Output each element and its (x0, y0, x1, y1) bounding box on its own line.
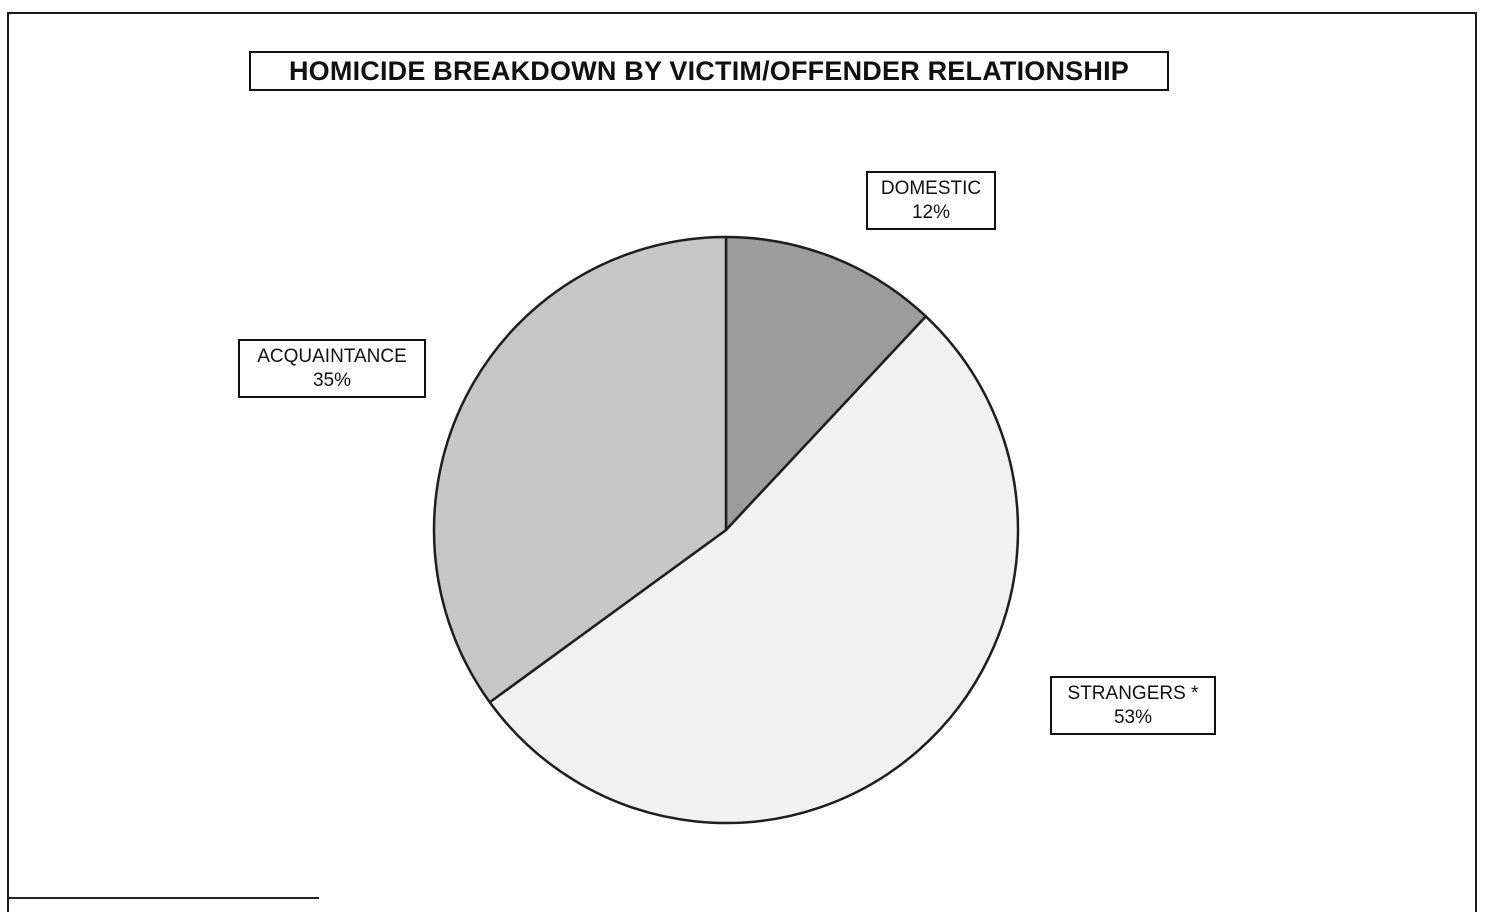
bottom-rule (9, 897, 319, 899)
chart-title: HOMICIDE BREAKDOWN BY VICTIM/OFFENDER RE… (288, 55, 1129, 86)
chart-frame (7, 12, 1477, 912)
slice-strangers (488, 315, 1020, 825)
slice-label-acquaintance: ACQUAINTANCE 35% (238, 339, 426, 398)
slice-name-domestic: DOMESTIC (880, 177, 982, 199)
slice-label-strangers: STRANGERS * 53% (1050, 676, 1216, 735)
slice-domestic (724, 235, 928, 532)
chart-title-box: HOMICIDE BREAKDOWN BY VICTIM/OFFENDER RE… (249, 51, 1169, 91)
slice-acquaintance (432, 235, 728, 704)
slice-value-strangers: 53% (1113, 706, 1153, 728)
slice-label-domestic: DOMESTIC 12% (866, 171, 996, 230)
slice-name-strangers: STRANGERS * (1067, 682, 1199, 704)
slice-value-acquaintance: 35% (312, 369, 352, 391)
slice-name-acquaintance: ACQUAINTANCE (257, 345, 407, 367)
slice-value-domestic: 12% (911, 201, 951, 223)
